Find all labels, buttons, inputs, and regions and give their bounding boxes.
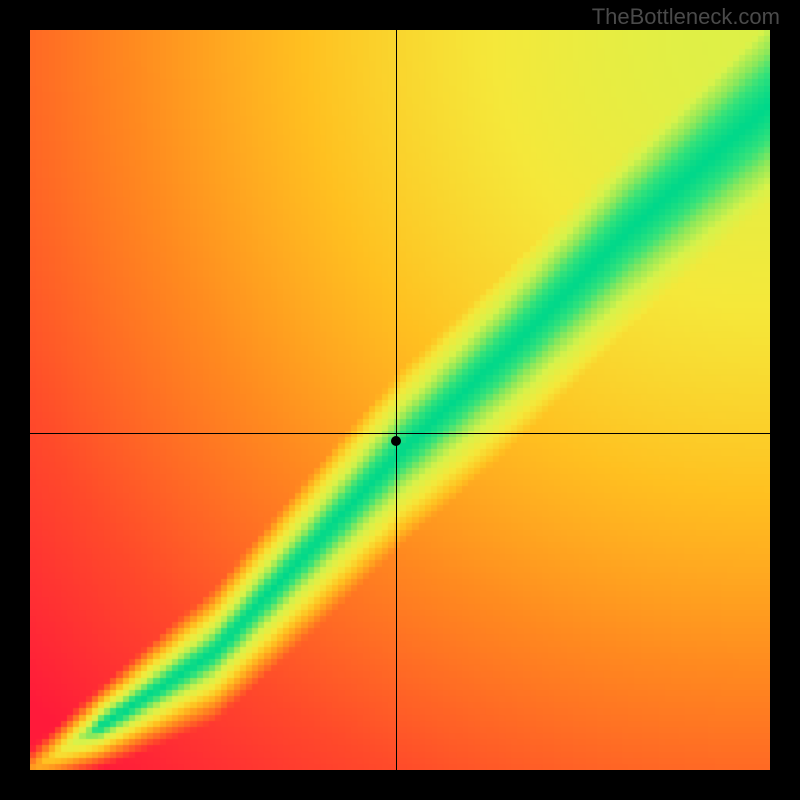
heatmap-canvas bbox=[30, 30, 770, 770]
crosshair-vertical bbox=[396, 30, 397, 770]
plot-area bbox=[30, 30, 770, 770]
chart-container: TheBottleneck.com bbox=[0, 0, 800, 800]
attribution-text: TheBottleneck.com bbox=[592, 4, 780, 30]
crosshair-horizontal bbox=[30, 433, 770, 434]
data-marker bbox=[391, 436, 401, 446]
